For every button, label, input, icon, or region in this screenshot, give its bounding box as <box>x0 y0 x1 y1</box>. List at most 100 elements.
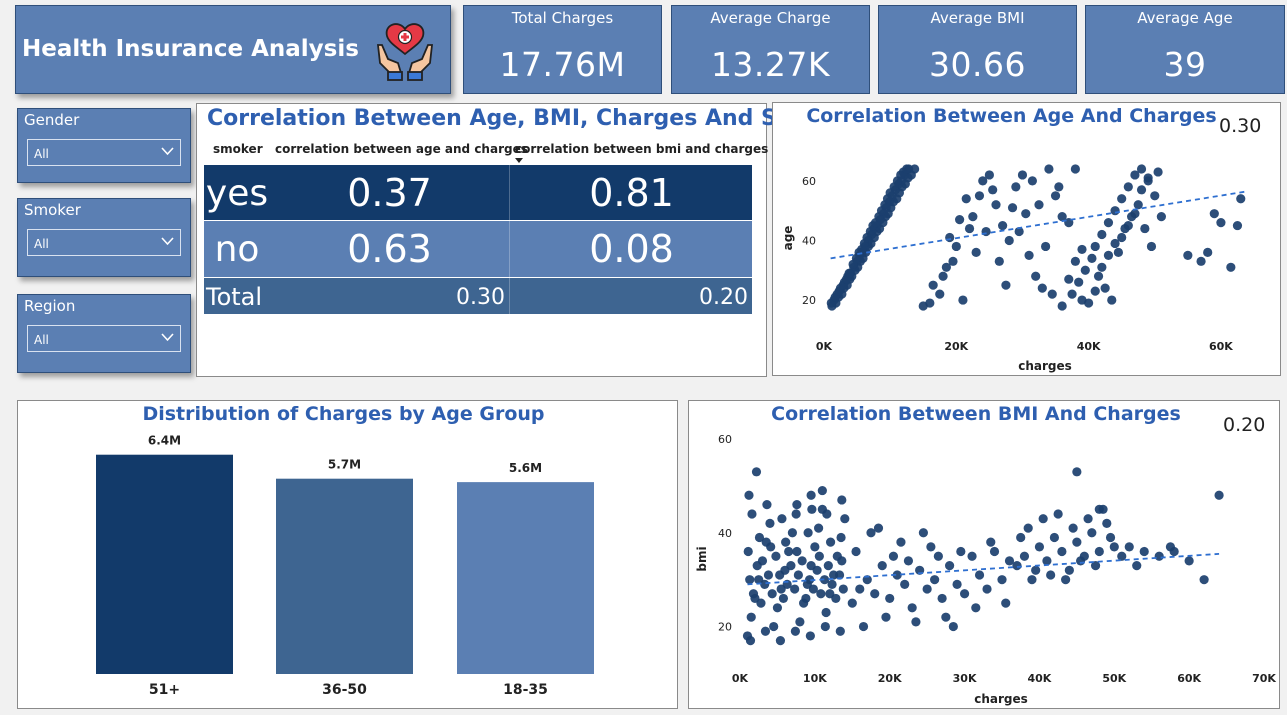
data-point <box>1019 551 1030 561</box>
data-point <box>1017 170 1028 180</box>
region-dropdown[interactable]: All <box>27 325 181 352</box>
row-label: no <box>214 229 260 270</box>
x-axis-ticks: 0K 10K 20K 30K 40K 50K 60K 70K <box>732 672 1276 685</box>
bmi-charges-scatter-plot[interactable]: 20 40 60 0K 10K 20K 30K 40K 50K 60K 70K charges b… <box>689 401 1279 708</box>
data-point <box>1070 164 1080 174</box>
data-point <box>746 612 756 622</box>
chart-title: Distribution of Charges by Age Group <box>142 403 545 425</box>
data-point <box>941 612 951 622</box>
bar[interactable] <box>457 482 594 674</box>
data-point <box>930 575 940 585</box>
data-point <box>744 490 754 500</box>
column-header-bmi-charges[interactable]: correlation between bmi and charges <box>515 142 769 156</box>
bar[interactable] <box>96 454 233 674</box>
data-point <box>1156 212 1166 222</box>
data-point <box>967 551 977 561</box>
column-header-age-charges[interactable]: correlation between age and charges <box>275 142 528 156</box>
data-point <box>1090 241 1100 252</box>
data-point <box>1083 514 1093 524</box>
chevron-down-icon <box>161 147 174 156</box>
data-point <box>1236 194 1246 204</box>
kpi-value: 13.27K <box>710 45 831 84</box>
data-point <box>1067 289 1077 299</box>
data-point <box>1064 565 1074 575</box>
data-point <box>1103 250 1114 260</box>
data-point <box>1123 182 1133 192</box>
data-point <box>1123 220 1133 231</box>
bar[interactable] <box>276 478 413 674</box>
chevron-down-icon <box>161 333 174 342</box>
data-point <box>937 593 947 604</box>
category-label: 36-50 <box>322 682 367 698</box>
scatter-points <box>742 467 1224 646</box>
data-point <box>760 626 771 636</box>
data-point <box>834 570 845 580</box>
data-point <box>986 537 996 547</box>
data-point <box>847 598 857 608</box>
bar-value-label: 5.6M <box>509 461 542 475</box>
total-label: Total <box>206 283 263 311</box>
gender-dropdown[interactable]: All <box>27 139 181 166</box>
data-point <box>881 612 891 622</box>
data-point <box>807 504 817 514</box>
data-point <box>911 617 921 627</box>
data-point <box>836 532 846 543</box>
data-point <box>767 589 777 599</box>
data-point <box>1041 241 1051 252</box>
data-point <box>958 295 968 305</box>
x-tick-label: 40K <box>1077 340 1101 353</box>
data-point <box>1093 271 1104 281</box>
data-point <box>896 537 906 547</box>
data-point <box>974 570 985 580</box>
data-point <box>1216 218 1226 228</box>
data-point <box>1153 167 1163 177</box>
data-point <box>766 542 776 552</box>
table-row[interactable]: yes 0.37 0.81 <box>204 165 752 220</box>
data-point <box>1090 286 1100 296</box>
x-axis-ticks: 0K 20K 40K 60K <box>816 340 1233 353</box>
data-point <box>1037 283 1047 293</box>
scatter-points <box>826 164 1246 311</box>
table-row[interactable]: no 0.63 0.08 <box>204 221 752 277</box>
kpi-value: 17.76M <box>499 45 626 84</box>
sort-descending-icon[interactable] <box>515 158 523 163</box>
data-point <box>1038 514 1048 524</box>
data-point <box>791 509 801 519</box>
data-point <box>831 593 841 604</box>
x-tick-label: 20K <box>944 340 968 353</box>
data-point <box>837 495 847 505</box>
data-point <box>1049 532 1059 543</box>
data-point <box>1044 164 1054 174</box>
data-point <box>775 570 785 580</box>
data-point <box>892 570 902 580</box>
x-tick-label: 0K <box>732 672 749 685</box>
data-point <box>817 485 827 496</box>
smoker-dropdown[interactable]: All <box>27 229 181 256</box>
data-point <box>790 626 800 636</box>
data-point <box>1054 182 1064 192</box>
age-charges-scatter-plot[interactable]: 20 40 60 0K 20K 40K 60K charges age <box>773 103 1280 375</box>
data-point <box>945 232 955 243</box>
data-point <box>1011 182 1021 192</box>
data-point <box>858 621 869 632</box>
data-point <box>926 542 936 552</box>
data-point <box>837 556 847 566</box>
trend-line <box>747 552 1220 586</box>
kpi-value: 30.66 <box>929 45 1026 84</box>
data-point <box>823 561 833 571</box>
title-card: Health Insurance Analysis <box>15 5 451 94</box>
column-header-smoker[interactable]: smoker <box>213 142 263 156</box>
data-point <box>801 593 811 604</box>
data-point <box>793 570 803 580</box>
data-point <box>951 241 961 252</box>
data-point <box>1047 289 1057 299</box>
data-point <box>814 551 824 561</box>
data-point <box>1031 565 1041 575</box>
region-slicer: Region All <box>17 294 191 373</box>
kpi-label: Average Charge <box>710 9 831 27</box>
correlation-value: 0.20 <box>1223 414 1266 436</box>
trend-line <box>830 190 1248 260</box>
data-point <box>821 607 831 618</box>
data-point <box>1072 467 1082 477</box>
age-group-bar-chart[interactable]: 6.4M 51+ 5.7M 36-50 5.6M 18-35 <box>18 401 677 708</box>
